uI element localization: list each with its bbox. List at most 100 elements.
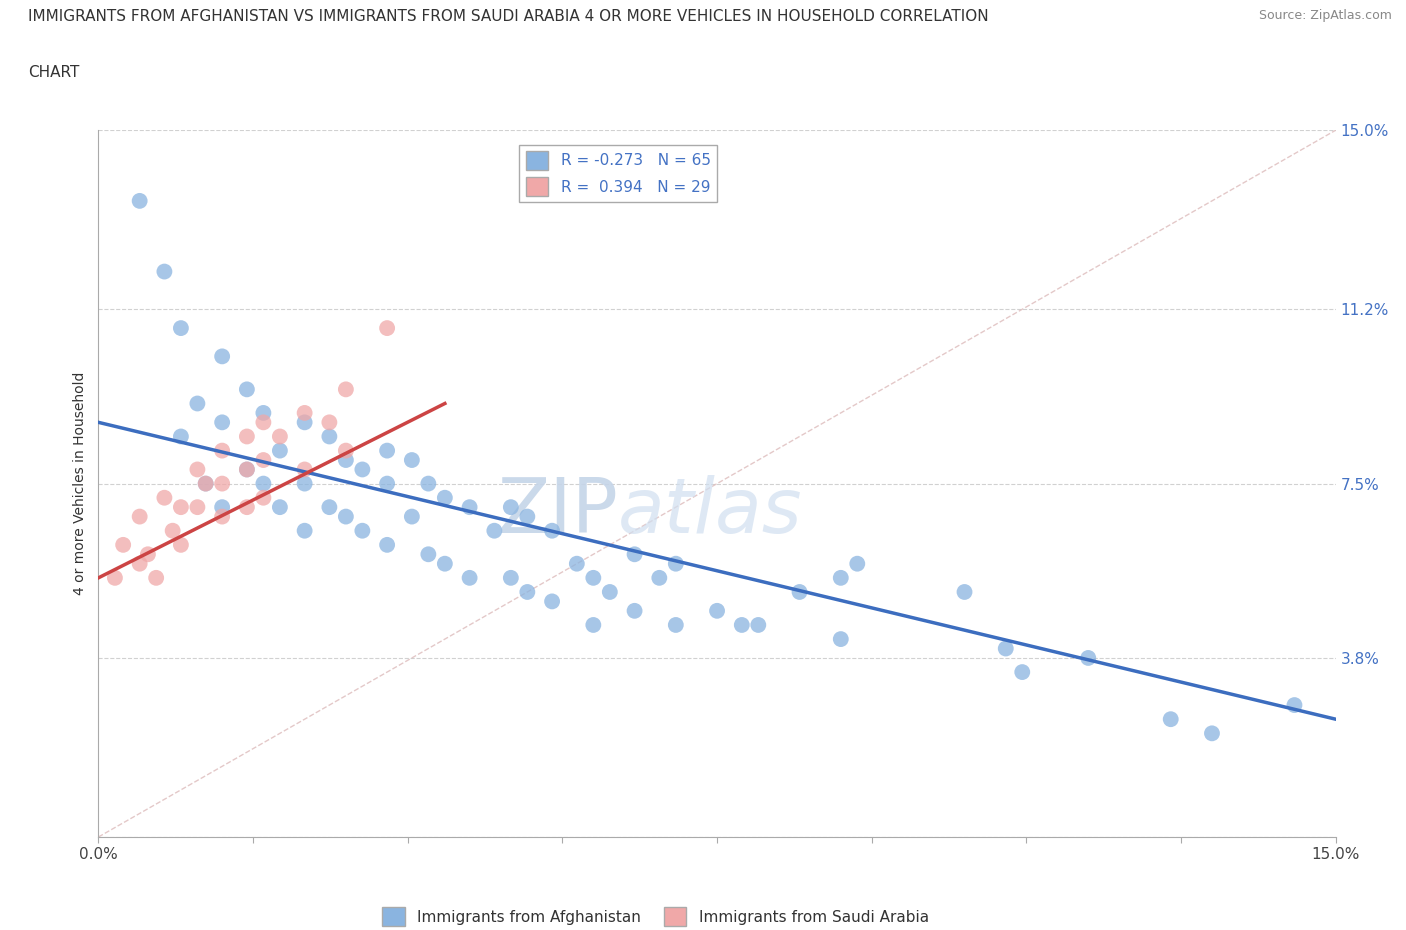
Legend: Immigrants from Afghanistan, Immigrants from Saudi Arabia: Immigrants from Afghanistan, Immigrants … <box>375 901 935 930</box>
Point <box>648 570 671 585</box>
Point <box>294 405 316 420</box>
Point <box>170 321 193 336</box>
Point <box>318 499 340 514</box>
Point <box>731 618 754 632</box>
Point <box>211 476 233 491</box>
Point <box>211 349 233 364</box>
Point <box>352 462 374 477</box>
Point <box>170 538 193 552</box>
Point <box>236 429 259 444</box>
Point <box>153 264 176 279</box>
Point <box>252 405 274 420</box>
Point <box>294 462 316 477</box>
Point <box>375 321 398 336</box>
Point <box>335 509 357 524</box>
Point <box>1284 698 1306 712</box>
Point <box>706 604 728 618</box>
Point <box>1011 665 1033 680</box>
Point <box>401 453 423 468</box>
Point <box>541 594 564 609</box>
Point <box>162 524 184 538</box>
Point <box>294 476 316 491</box>
Point <box>194 476 217 491</box>
Point <box>294 524 316 538</box>
Point <box>541 524 564 538</box>
Point <box>335 453 357 468</box>
Point <box>145 570 167 585</box>
Point <box>994 641 1017 656</box>
Point <box>186 396 208 411</box>
Point <box>128 193 150 208</box>
Point <box>136 547 159 562</box>
Point <box>375 538 398 552</box>
Point <box>582 618 605 632</box>
Point <box>269 429 291 444</box>
Point <box>582 570 605 585</box>
Point <box>665 618 688 632</box>
Point <box>953 585 976 600</box>
Y-axis label: 4 or more Vehicles in Household: 4 or more Vehicles in Household <box>73 372 87 595</box>
Point <box>153 490 176 505</box>
Point <box>252 415 274 430</box>
Point <box>830 570 852 585</box>
Point <box>375 444 398 458</box>
Point <box>352 524 374 538</box>
Point <box>499 570 522 585</box>
Point <box>401 509 423 524</box>
Point <box>830 631 852 646</box>
Point <box>789 585 811 600</box>
Point <box>170 429 193 444</box>
Point <box>252 490 274 505</box>
Point <box>211 509 233 524</box>
Point <box>112 538 135 552</box>
Point <box>269 499 291 514</box>
Point <box>104 570 127 585</box>
Point <box>128 556 150 571</box>
Point <box>499 499 522 514</box>
Text: IMMIGRANTS FROM AFGHANISTAN VS IMMIGRANTS FROM SAUDI ARABIA 4 OR MORE VEHICLES I: IMMIGRANTS FROM AFGHANISTAN VS IMMIGRANT… <box>28 9 988 24</box>
Point <box>128 509 150 524</box>
Point <box>194 476 217 491</box>
Text: atlas: atlas <box>619 475 803 549</box>
Point <box>846 556 869 571</box>
Point <box>747 618 769 632</box>
Point <box>335 382 357 397</box>
Text: CHART: CHART <box>28 65 80 80</box>
Point <box>211 415 233 430</box>
Point <box>269 444 291 458</box>
Point <box>623 604 645 618</box>
Point <box>418 547 440 562</box>
Point <box>516 509 538 524</box>
Point <box>252 476 274 491</box>
Point <box>458 499 481 514</box>
Point <box>418 476 440 491</box>
Point <box>236 499 259 514</box>
Point <box>186 462 208 477</box>
Point <box>318 415 340 430</box>
Point <box>318 429 340 444</box>
Point <box>433 490 456 505</box>
Point <box>433 556 456 571</box>
Point <box>665 556 688 571</box>
Point <box>565 556 588 571</box>
Text: Source: ZipAtlas.com: Source: ZipAtlas.com <box>1258 9 1392 22</box>
Point <box>458 570 481 585</box>
Point <box>186 499 208 514</box>
Point <box>252 453 274 468</box>
Point <box>1160 711 1182 726</box>
Point <box>294 415 316 430</box>
Text: ZIP: ZIP <box>498 475 619 549</box>
Point <box>236 462 259 477</box>
Point <box>236 462 259 477</box>
Point <box>211 444 233 458</box>
Point <box>484 524 506 538</box>
Point <box>335 444 357 458</box>
Point <box>1201 726 1223 741</box>
Point <box>516 585 538 600</box>
Point <box>599 585 621 600</box>
Point <box>236 382 259 397</box>
Point <box>623 547 645 562</box>
Point <box>375 476 398 491</box>
Point <box>170 499 193 514</box>
Point <box>211 499 233 514</box>
